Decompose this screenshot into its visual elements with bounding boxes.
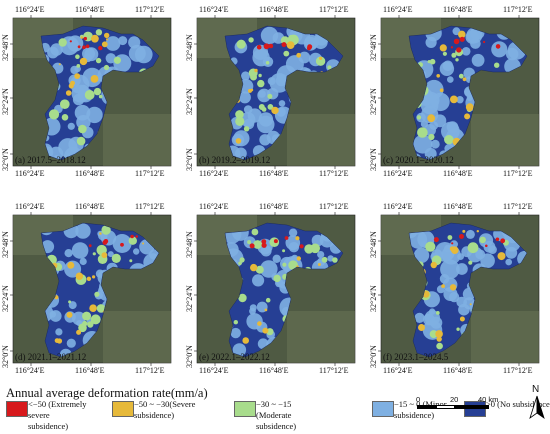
map-panel-f: 116°24′E 116°24′E 116°48′E 116°48′E 117°12′E… — [369, 201, 543, 376]
lon-tick-top: 116°48′E — [443, 202, 473, 211]
lon-tick-bottom: 117°12′E — [135, 169, 165, 178]
legend-label: −50 ~ −30(Severe subsidence) — [134, 399, 196, 420]
legend-swatch — [234, 401, 256, 417]
lon-tick-top: 116°48′E — [75, 5, 105, 14]
map-svg — [194, 15, 356, 169]
scale-label-0: 0 — [416, 395, 421, 404]
north-arrow-icon: N — [526, 384, 548, 420]
lon-tick-top: 117°12′E — [503, 202, 533, 211]
lon-tick-top: 116°24′E — [383, 5, 413, 14]
lon-tick-top: 116°48′E — [259, 5, 289, 14]
map-svg — [378, 212, 540, 366]
map-svg — [10, 212, 172, 366]
lat-tick: 32°24′N — [1, 88, 10, 115]
map-panel-b: 116°24′E 116°24′E 116°48′E 116°48′E 117°12′E… — [185, 4, 359, 179]
map-panels: 116°24′E 116°24′E 116°48′E 116°48′E 117°12′E… — [1, 4, 543, 376]
legend-swatch — [372, 401, 394, 417]
lat-tick: 32°0′N — [1, 345, 10, 368]
lon-tick-bottom: 116°48′E — [259, 366, 289, 375]
lat-tick: 32°48′N — [369, 34, 378, 61]
lon-tick-bottom: 117°12′E — [319, 366, 349, 375]
lat-tick: 32°0′N — [1, 148, 10, 171]
deformation-area — [41, 26, 159, 160]
map-svg — [378, 15, 540, 169]
panel-label: (c) 2020.1–2020.12 — [383, 155, 454, 165]
map-svg — [10, 15, 172, 169]
lon-tick-top: 116°24′E — [383, 202, 413, 211]
lat-tick: 32°24′N — [185, 88, 194, 115]
lat-tick: 32°0′N — [369, 148, 378, 171]
map-panel-a: 116°24′E 116°24′E 116°48′E 116°48′E 117°12′E… — [1, 4, 175, 179]
legend-swatch — [6, 401, 28, 417]
lat-tick: 32°0′N — [369, 345, 378, 368]
lon-tick-bottom: 116°48′E — [259, 169, 289, 178]
panel-label: (b) 2019.2–2019.12 — [199, 155, 271, 165]
lat-tick: 32°48′N — [1, 34, 10, 61]
lon-tick-bottom: 116°24′E — [15, 169, 45, 178]
lat-tick: 32°24′N — [369, 285, 378, 312]
lon-tick-top: 116°48′E — [75, 202, 105, 211]
legend-label: <−50 (Extremely severe subsidence) — [28, 399, 87, 431]
scale-label-40: 40 km — [478, 395, 499, 404]
scale-bar: 0 20 40 km — [416, 395, 499, 417]
lon-tick-top: 117°12′E — [319, 202, 349, 211]
lat-tick: 32°24′N — [1, 285, 10, 312]
lon-tick-top: 117°12′E — [319, 5, 349, 14]
lat-tick: 32°0′N — [185, 148, 194, 171]
north-letter: N — [532, 384, 540, 395]
lon-tick-bottom: 117°12′E — [319, 169, 349, 178]
lat-tick: 32°24′N — [185, 285, 194, 312]
lon-tick-bottom: 117°12′E — [135, 366, 165, 375]
lon-tick-bottom: 116°24′E — [383, 366, 413, 375]
lat-tick: 32°24′N — [369, 88, 378, 115]
lat-tick: 32°48′N — [1, 231, 10, 258]
map-svg — [194, 212, 356, 366]
legend-swatch — [112, 401, 134, 417]
lon-tick-bottom: 116°24′E — [15, 366, 45, 375]
lon-tick-top: 116°24′E — [15, 5, 45, 14]
map-panel-d: 116°24′E 116°24′E 116°48′E 116°48′E 117°12′E… — [1, 201, 175, 376]
scale-segment-1 — [417, 405, 436, 409]
legend-label: −15 ~ 0 (Minor subsidence) — [394, 399, 447, 420]
scale-label-20: 20 — [450, 395, 459, 404]
scale-segment-3 — [455, 405, 489, 409]
panel-label: (e) 2022.1–2022.12 — [199, 352, 270, 362]
legend-label: >0 (No subsidence) — [486, 399, 550, 409]
lon-tick-top: 116°24′E — [199, 5, 229, 14]
lon-tick-bottom: 116°48′E — [75, 366, 105, 375]
legend-label: −30 ~ −15 (Moderate subsidence) — [256, 399, 297, 431]
lon-tick-top: 117°12′E — [135, 5, 165, 14]
legend-title: Annual average deformation rate(mm/a) — [6, 386, 208, 400]
lon-tick-bottom: 117°12′E — [503, 169, 533, 178]
lon-tick-top: 116°48′E — [259, 202, 289, 211]
lon-tick-bottom: 116°24′E — [383, 169, 413, 178]
panel-label: (a) 2017.5–2018.12 — [15, 155, 86, 165]
lon-tick-bottom: 116°48′E — [443, 366, 473, 375]
lat-tick: 32°48′N — [369, 231, 378, 258]
scale-segment-2 — [436, 405, 455, 409]
lon-tick-bottom: 116°48′E — [75, 169, 105, 178]
lon-tick-top: 117°12′E — [503, 5, 533, 14]
lon-tick-bottom: 116°24′E — [199, 366, 229, 375]
lon-tick-bottom: 116°24′E — [199, 169, 229, 178]
lon-tick-top: 117°12′E — [135, 202, 165, 211]
map-panel-c: 116°24′E 116°24′E 116°48′E 116°48′E 117°12′E… — [369, 4, 543, 179]
lat-tick: 32°0′N — [185, 345, 194, 368]
map-panel-e: 116°24′E 116°24′E 116°48′E 116°48′E 117°12′E… — [185, 201, 359, 376]
lon-tick-top: 116°24′E — [15, 202, 45, 211]
lat-tick: 32°48′N — [185, 231, 194, 258]
lon-tick-bottom: 116°48′E — [443, 169, 473, 178]
lon-tick-bottom: 117°12′E — [503, 366, 533, 375]
lon-tick-top: 116°24′E — [199, 202, 229, 211]
lat-tick: 32°48′N — [185, 34, 194, 61]
panel-label: (d) 2021.1–2021.12 — [15, 352, 87, 362]
panel-label: (f) 2023.1–2024.5 — [383, 352, 449, 362]
lon-tick-top: 116°48′E — [443, 5, 473, 14]
